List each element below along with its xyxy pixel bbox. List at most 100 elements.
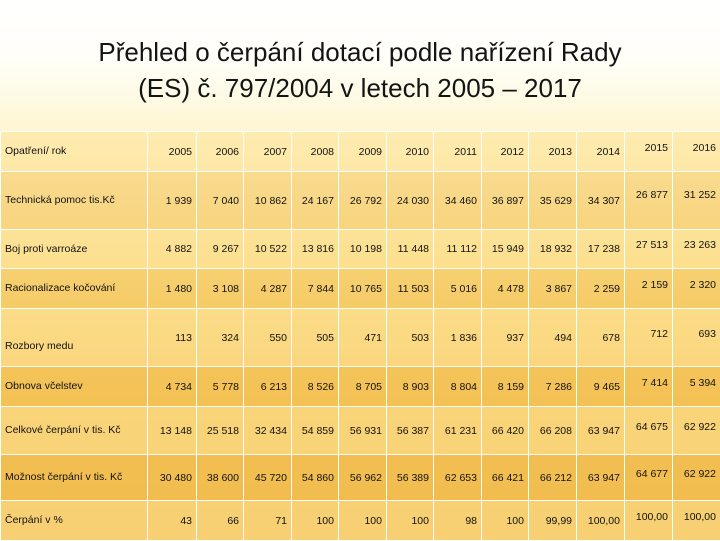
table-cell: 4 287 [244, 269, 292, 309]
table-cell: 2 320 [690, 279, 716, 291]
table-row: Čerpání v % 43 66 71 100 100 100 98 100 … [1, 501, 720, 541]
table-row: Racionalizace kočování 1 480 3 108 4 287… [1, 269, 720, 309]
table-cell: 56 389 [387, 455, 434, 501]
table-cell: 5 016 [434, 269, 482, 309]
title-line-2: (ES) č. 797/2004 v letech 2005 – 2017 [20, 70, 700, 106]
table-cell: 99,99 [529, 501, 577, 541]
table-cell: 1 939 [148, 172, 197, 230]
table-row: Boj proti varroáze 4 882 9 267 10 522 13… [1, 230, 720, 269]
table-cell: 471 [339, 309, 387, 367]
year-header: 2013 [529, 132, 577, 172]
table-cell: 9 465 [577, 367, 625, 407]
table-cell: 66 212 [529, 455, 577, 501]
year-header: 2006 [197, 132, 244, 172]
table-cell: 10 765 [339, 269, 387, 309]
table-cell: 8 804 [434, 367, 482, 407]
row-label: Racionalizace kočování [1, 269, 148, 309]
year-header: 2014 [577, 132, 625, 172]
table-cell: 4 882 [148, 230, 197, 269]
row-label: Možnost čerpání v tis. Kč [1, 455, 148, 501]
table-cell: 18 932 [529, 230, 577, 269]
table-cell: 494 [529, 309, 577, 367]
table-cell: 54 859 [292, 407, 339, 455]
table-cell: 64 677 [636, 468, 668, 480]
table-cell: 3 867 [529, 269, 577, 309]
table-cell: 9 267 [197, 230, 244, 269]
table-cell: 61 231 [434, 407, 482, 455]
table-cell: 8 705 [339, 367, 387, 407]
table-cell: 66 421 [482, 455, 529, 501]
table-cell: 56 962 [339, 455, 387, 501]
table-cell: 2 259 [577, 269, 625, 309]
table-cell: 5 778 [197, 367, 244, 407]
table-cell: 31 252 [684, 189, 716, 201]
table-cell: 62 922 [684, 421, 716, 433]
table-cell: 550 [244, 309, 292, 367]
table-cell: 62 922 [684, 468, 716, 480]
table-cell: 113 [148, 309, 197, 367]
table-row: Rozbory medu 113 324 550 505 471 503 1 8… [1, 309, 720, 367]
table-cell: 71 [244, 501, 292, 541]
table-cell: 43 [148, 501, 197, 541]
table-cell: 25 518 [197, 407, 244, 455]
table-cell: 8 526 [292, 367, 339, 407]
table-cell: 100,00 [577, 501, 625, 541]
table-cell: 693 [698, 328, 716, 340]
table-cell: 54 860 [292, 455, 339, 501]
row-label: Celkové čerpání v tis. Kč [1, 407, 148, 455]
year-header: 2016 [693, 142, 716, 154]
year-header: 2011 [434, 132, 482, 172]
year-header: 2010 [387, 132, 434, 172]
row-label: Technická pomoc tis.Kč [1, 172, 148, 230]
table-cell: 24 030 [387, 172, 434, 230]
slide-title: Přehled o čerpání dotací podle nařízení … [20, 34, 700, 106]
table-cell: 505 [292, 309, 339, 367]
table-cell: 7 414 [642, 377, 668, 389]
table-cell: 8 903 [387, 367, 434, 407]
table-row: Celkové čerpání v tis. Kč 13 148 25 518 … [1, 407, 720, 455]
table-cell: 503 [387, 309, 434, 367]
table-cell: 678 [577, 309, 625, 367]
table-row: Obnova včelstev 4 734 5 778 6 213 8 526 … [1, 367, 720, 407]
table-cell: 4 734 [148, 367, 197, 407]
row-label: Čerpání v % [1, 501, 148, 541]
table-cell: 100 [482, 501, 529, 541]
table-cell: 66 208 [529, 407, 577, 455]
table-cell: 38 600 [197, 455, 244, 501]
table-cell: 56 931 [339, 407, 387, 455]
table-cell: 4 478 [482, 269, 529, 309]
table-cell: 64 675 [636, 421, 668, 433]
table-cell: 66 [197, 501, 244, 541]
table-cell: 6 213 [244, 367, 292, 407]
table-cell: 36 897 [482, 172, 529, 230]
year-header: 2015 [645, 142, 668, 154]
table-cell: 27 513 [636, 239, 668, 251]
table-cell: 45 720 [244, 455, 292, 501]
table-cell: 10 862 [244, 172, 292, 230]
table-cell: 56 387 [387, 407, 434, 455]
table-cell: 63 947 [577, 407, 625, 455]
table-cell: 5 394 [690, 377, 716, 389]
year-header: 2012 [482, 132, 529, 172]
row-label: Boj proti varroáze [1, 230, 148, 269]
table-cell: 100 [292, 501, 339, 541]
table-cell: 100 [339, 501, 387, 541]
year-header: 2009 [339, 132, 387, 172]
table-cell: 1 480 [148, 269, 197, 309]
subsidy-table: Opatření/ rok 2005 2006 2007 2008 2009 2… [0, 131, 720, 541]
table-cell: 63 947 [577, 455, 625, 501]
table-cell: 7 040 [197, 172, 244, 230]
table-cell: 10 522 [244, 230, 292, 269]
table-cell: 32 434 [244, 407, 292, 455]
table-cell: 8 159 [482, 367, 529, 407]
row-label: Rozbory medu [5, 340, 73, 352]
table-cell: 26 792 [339, 172, 387, 230]
table-cell: 98 [434, 501, 482, 541]
table-cell: 2 159 [642, 279, 668, 291]
table-row: Technická pomoc tis.Kč 1 939 7 040 10 86… [1, 172, 720, 230]
year-header: 2007 [244, 132, 292, 172]
table-cell: 11 448 [387, 230, 434, 269]
table-cell: 100 [387, 501, 434, 541]
table-cell: 712 [650, 328, 668, 340]
table-cell: 7 286 [529, 367, 577, 407]
